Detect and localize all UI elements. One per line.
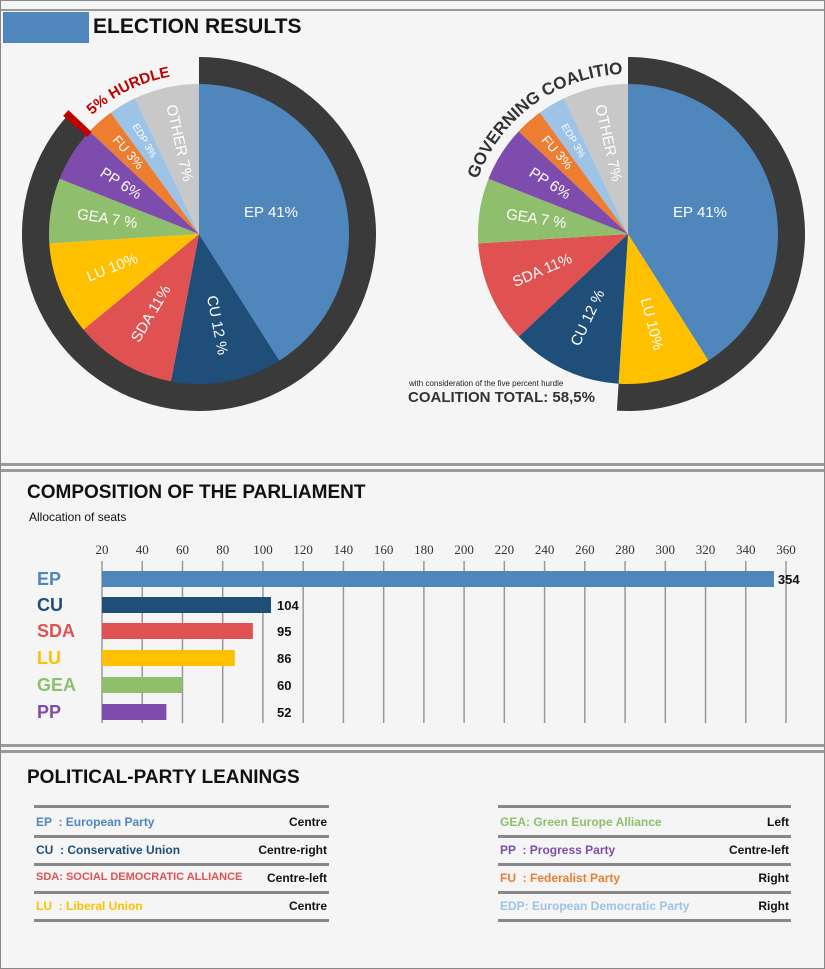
party-name: GEA: Green Europe Alliance	[500, 815, 662, 829]
bar-category-label: CU	[37, 595, 63, 615]
coalition-note: with consideration of the five percent h…	[408, 379, 564, 388]
bar-category-label: LU	[37, 648, 61, 668]
bar-value-label: 60	[277, 678, 291, 693]
bar-value-label: 95	[277, 624, 291, 639]
title-accent	[3, 12, 89, 43]
pie-slice-fu	[518, 112, 628, 234]
x-tick-label: 120	[293, 542, 313, 557]
leanings-title: POLITICAL-PARTY LEANINGS	[27, 767, 300, 788]
party-leaning: Centre	[288, 815, 327, 829]
pie-slice-pp	[59, 131, 200, 234]
party-leaning: Centre-left	[266, 871, 327, 885]
x-tick-label: 160	[374, 542, 394, 557]
hurdle-marker	[63, 110, 92, 137]
leaning-row: EDP: European Democratic Party Right	[498, 892, 791, 922]
x-tick-label: 140	[334, 542, 354, 557]
pie-slice-edp	[110, 98, 199, 234]
bar-category-label: GEA	[37, 675, 76, 695]
x-tick-label: 320	[696, 542, 716, 557]
pie-slice-other	[564, 84, 628, 234]
bar-lu	[102, 650, 235, 666]
pie-slice-edp	[539, 98, 628, 234]
pie-slice-gea	[478, 178, 628, 244]
party-leaning: Centre-right	[258, 843, 327, 857]
parliament-title: COMPOSITION OF THE PARLIAMENT	[27, 482, 366, 503]
pie-label-ep: EP 41%	[673, 204, 727, 221]
pie-slice-lu	[49, 234, 199, 330]
x-tick-label: 20	[96, 542, 109, 557]
bar-pp	[102, 704, 167, 720]
election-title: ELECTION RESULTS	[93, 15, 302, 38]
x-tick-label: 80	[216, 542, 229, 557]
x-tick-label: 340	[736, 542, 756, 557]
pie-slice-cu	[518, 234, 628, 384]
leaning-row: LU : Liberal Union Centre	[34, 892, 329, 922]
divider	[1, 750, 824, 753]
leaning-row: PP : Progress Party Centre-left	[498, 836, 791, 866]
x-tick-label: 220	[495, 542, 515, 557]
pie-slice-sda	[83, 234, 199, 382]
pie-slice-pp	[488, 131, 628, 234]
x-tick-label: 180	[414, 542, 434, 557]
leaning-row: SDA: SOCIAL DEMOCRATIC ALLIANCE Centre-le…	[34, 864, 329, 894]
party-leaning: Left	[767, 815, 789, 829]
bar-value-label: 104	[277, 598, 299, 613]
bar-value-label: 52	[277, 705, 291, 720]
pie-slice-other	[135, 84, 199, 234]
divider	[1, 9, 824, 11]
party-name: EP : European Party	[36, 815, 155, 829]
x-tick-label: 100	[253, 542, 273, 557]
x-tick-label: 280	[615, 542, 635, 557]
party-leaning: Centre	[288, 899, 327, 913]
pie-slice-sda	[478, 234, 628, 337]
x-tick-label: 40	[136, 542, 149, 557]
divider	[1, 744, 824, 747]
party-name: LU : Liberal Union	[36, 899, 143, 913]
party-leaning: Centre-left	[728, 843, 789, 857]
pie-chart-0: EP 41%CU 12 %SDA 11%LU 10%GEA 7 %PP 6%FU…	[21, 57, 377, 411]
bar-category-label: EP	[37, 569, 61, 589]
bar-cu	[102, 597, 271, 613]
x-tick-label: 60	[176, 542, 189, 557]
coalition-total: COALITION TOTAL: 58,5%	[408, 389, 595, 406]
bar-ep	[102, 571, 774, 587]
parliament-subtitle: Allocation of seats	[29, 510, 127, 524]
x-tick-label: 260	[575, 542, 595, 557]
bar-value-label: 354	[778, 572, 800, 587]
x-tick-label: 360	[776, 542, 796, 557]
pie-slice-ep	[628, 84, 779, 361]
bar-sda	[102, 623, 253, 639]
party-name: EDP: European Democratic Party	[500, 899, 690, 913]
ring-arc	[616, 56, 806, 412]
x-tick-label: 240	[535, 542, 555, 557]
bar-value-label: 86	[277, 651, 291, 666]
table-rule	[498, 805, 791, 808]
party-name: CU : Conservative Union	[36, 843, 181, 857]
x-tick-label: 200	[454, 542, 474, 557]
table-rule	[34, 805, 329, 808]
divider	[1, 469, 824, 472]
party-leaning: Right	[758, 871, 789, 885]
leaning-row: EP : European Party Centre	[34, 808, 329, 838]
pie-slice-fu	[89, 112, 199, 234]
leaning-row: GEA: Green Europe Alliance Left	[498, 808, 791, 838]
leaning-row: CU : Conservative Union Centre-right	[34, 836, 329, 866]
x-tick-label: 300	[656, 542, 676, 557]
divider	[1, 463, 824, 466]
party-leaning: Right	[758, 899, 789, 913]
bar-category-label: SDA	[37, 621, 75, 641]
pie-slice-lu	[618, 234, 709, 384]
leaning-row: FU : Federalist Party Right	[498, 864, 791, 894]
party-name: PP : Progress Party	[500, 843, 616, 857]
pie-label-ep: EP 41%	[244, 204, 298, 221]
party-name: FU : Federalist Party	[500, 871, 621, 885]
pie-slice-ep	[199, 84, 350, 361]
bar-category-label: PP	[37, 702, 61, 722]
bar-gea	[102, 677, 183, 693]
party-name: SDA: SOCIAL DEMOCRATIC ALLIANCE	[36, 871, 243, 883]
pie-slice-cu	[170, 234, 280, 384]
pie-slice-gea	[49, 178, 200, 244]
